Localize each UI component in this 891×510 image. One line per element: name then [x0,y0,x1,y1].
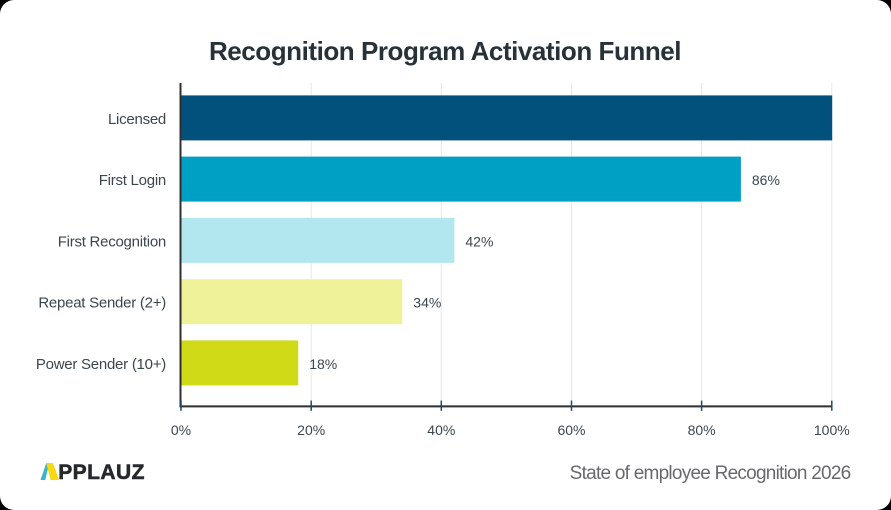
svg-text:PPLAUZ: PPLAUZ [58,461,145,484]
svg-text:Power Sender (10+): Power Sender (10+) [36,356,166,373]
svg-text:42%: 42% [465,233,493,249]
svg-text:80%: 80% [688,422,716,438]
svg-text:Repeat Sender (2+): Repeat Sender (2+) [38,295,166,312]
svg-text:State of employee Recognition: State of employee Recognition 2026 [570,463,851,484]
svg-text:First Recognition: First Recognition [58,233,166,250]
svg-text:Licensed: Licensed [108,111,166,128]
svg-text:0%: 0% [171,422,191,438]
svg-text:34%: 34% [413,295,441,311]
svg-text:40%: 40% [427,422,455,438]
svg-text:20%: 20% [297,422,325,438]
svg-text:18%: 18% [309,356,337,372]
svg-text:60%: 60% [557,422,585,438]
svg-text:Recognition Program Activation: Recognition Program Activation Funnel [209,36,681,66]
svg-text:100%: 100% [814,422,850,438]
svg-text:First Login: First Login [99,172,166,189]
svg-text:86%: 86% [752,172,780,188]
